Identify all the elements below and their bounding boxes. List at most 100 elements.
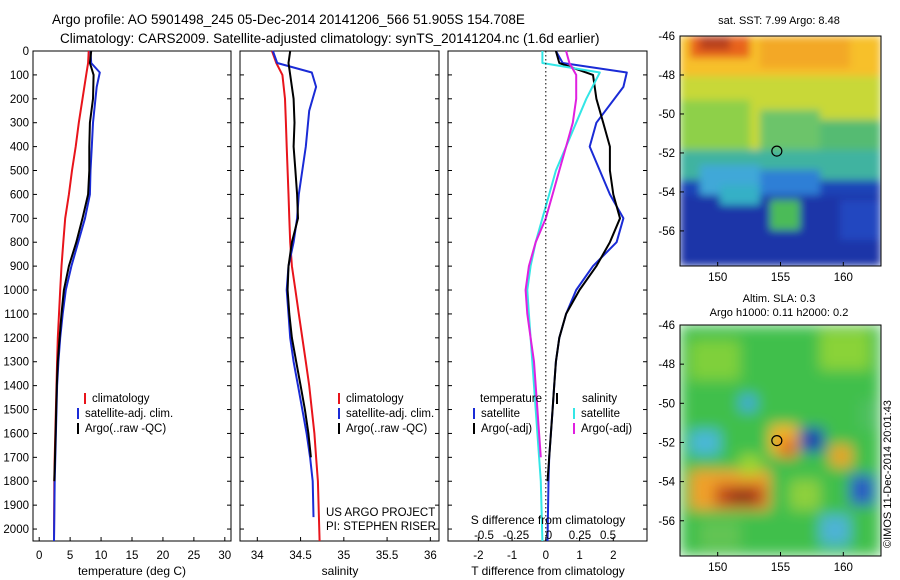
x-tick-label: -2 — [473, 550, 483, 562]
depth-tick-label: 300 — [10, 118, 29, 130]
longitude-tick-label: 155 — [771, 272, 790, 284]
latitude-tick-label: -52 — [658, 437, 675, 449]
depth-tick-label: 0 — [23, 46, 29, 58]
axes-ticks: 0 5 10 15 20 25 300100200300400500600700800900… — [3, 46, 647, 562]
longitude-tick-label: 150 — [708, 562, 727, 574]
x-tick-label: 0 — [36, 550, 42, 562]
sst-heatmap — [680, 36, 881, 266]
salinity-axis-label: salinity — [322, 564, 359, 578]
depth-tick-label: 900 — [10, 261, 29, 273]
latitude-tick-label: -50 — [658, 109, 675, 121]
t-difference-axis-label: T difference from climatology — [471, 564, 625, 578]
x-tick-label: 20 — [157, 550, 170, 562]
difference-legend: temperature satellite Argo(-adj) salinit… — [473, 393, 632, 435]
legend-label: Argo(..raw -QC) — [85, 423, 166, 435]
s-tick-label: 0.5 — [600, 530, 616, 542]
legend-label: climatology — [92, 393, 150, 405]
legend-label: Argo(-adj) — [481, 423, 532, 435]
argo-float-marker — [771, 434, 783, 447]
depth-tick-label: 1500 — [3, 405, 29, 417]
latitude-tick-label: -48 — [658, 70, 675, 82]
x-tick-label: -1 — [507, 550, 517, 562]
temperature-axis-label: temperature (deg C) — [78, 564, 186, 578]
depth-tick-label: 100 — [10, 70, 29, 82]
temperature-legend: climatology satellite-adj. clim. Argo(..… — [77, 393, 173, 435]
s-difference-axis-label: S difference from climatology — [471, 513, 626, 527]
x-tick-label: 36 — [424, 550, 437, 562]
map-axes-ticks: 150 155 160 -46 -48 -50 -52 -54 -56 150 155 160 -46 -… — [658, 31, 853, 574]
latitude-tick-label: -54 — [658, 187, 675, 199]
legend-title-temperature: temperature — [480, 393, 542, 405]
s-tick-label: -0.25 — [503, 530, 529, 542]
sla-map-title: Altim. SLA: 0.3 — [743, 293, 816, 305]
pi-credit: PI: STEPHEN RISER — [326, 521, 436, 533]
latitude-tick-label: -52 — [658, 148, 675, 160]
depth-tick-label: 1100 — [4, 309, 29, 321]
project-credit: US ARGO PROJECT — [326, 507, 435, 519]
imos-credit: ©IMOS 11-Dec-2014 20:01:43 — [882, 400, 894, 548]
x-tick-label: 34 — [251, 550, 264, 562]
series-line-argo-adj — [546, 50, 621, 482]
x-tick-label: 35.5 — [376, 550, 398, 562]
x-tick-label: 25 — [187, 550, 200, 562]
depth-tick-label: 2000 — [3, 524, 29, 536]
legend-label: climatology — [346, 393, 404, 405]
depth-tick-label: 600 — [10, 189, 29, 201]
legend-title-salinity: salinity — [582, 393, 617, 405]
sla-heatmap — [680, 325, 881, 556]
latitude-tick-label: -54 — [658, 477, 675, 489]
latitude-tick-label: -48 — [658, 359, 675, 371]
latitude-tick-label: -50 — [658, 398, 675, 410]
x-tick-label: 34.5 — [289, 550, 311, 562]
depth-tick-label: 800 — [10, 237, 29, 249]
sla-map-subtitle: Argo h1000: 0.11 h2000: 0.2 — [710, 307, 849, 319]
latitude-tick-label: -46 — [658, 320, 675, 332]
series-line-satellite — [526, 51, 601, 542]
legend-label: satellite-adj. clim. — [346, 408, 434, 420]
depth-tick-label: 500 — [10, 166, 29, 178]
legend-label: Argo(..raw -QC) — [346, 423, 427, 435]
depth-tick-label: 1400 — [3, 381, 29, 393]
longitude-tick-label: 160 — [834, 562, 853, 574]
latitude-tick-label: -56 — [658, 516, 675, 528]
depth-tick-label: 1600 — [3, 428, 29, 440]
s-tick-label: -0.5 — [474, 530, 494, 542]
s-tick-label: 0 — [546, 530, 552, 542]
argo-float-marker — [771, 145, 783, 157]
longitude-tick-label: 155 — [771, 562, 790, 574]
x-tick-label: 2 — [610, 550, 616, 562]
figure-title: Argo profile: AO 5901498_245 05-Dec-2014… — [52, 12, 525, 27]
depth-tick-label: 1000 — [3, 285, 29, 297]
s-difference-ticks: -0.5 -0.25 0 0.25 0.5 — [474, 530, 616, 542]
series-line-climatology — [53, 50, 90, 542]
depth-tick-label: 1300 — [3, 357, 29, 369]
x-tick-label: 15 — [126, 550, 139, 562]
series-line-argo-raw-qc — [286, 50, 312, 458]
salinity-panel — [239, 50, 440, 542]
longitude-tick-label: 150 — [708, 272, 727, 284]
legend-label: satellite — [481, 408, 520, 420]
depth-tick-label: 700 — [10, 213, 29, 225]
legend-label: satellite — [581, 408, 620, 420]
series-line-argo-raw-qc — [53, 50, 95, 482]
latitude-tick-label: -56 — [658, 226, 675, 238]
depth-tick-label: 1800 — [3, 476, 29, 488]
series-line-satellite — [546, 50, 628, 542]
x-tick-label: 30 — [218, 550, 231, 562]
x-tick-label: 35 — [337, 550, 350, 562]
legend-label: satellite-adj. clim. — [85, 408, 173, 420]
x-tick-label: 5 — [67, 550, 73, 562]
latitude-tick-label: -46 — [658, 31, 675, 43]
depth-tick-label: 1200 — [3, 333, 29, 345]
depth-tick-label: 400 — [10, 142, 29, 154]
depth-tick-label: 1900 — [3, 500, 29, 512]
figure-subtitle: Climatology: CARS2009. Satellite-adjuste… — [60, 31, 600, 46]
x-tick-label: 0 — [543, 550, 549, 562]
x-tick-label: 1 — [576, 550, 582, 562]
x-tick-label: 10 — [95, 550, 108, 562]
series-line-climatology — [271, 50, 321, 542]
profile-lines — [53, 50, 628, 542]
salinity-legend: climatology satellite-adj. clim. Argo(..… — [338, 393, 434, 435]
depth-tick-label: 1700 — [3, 452, 29, 464]
